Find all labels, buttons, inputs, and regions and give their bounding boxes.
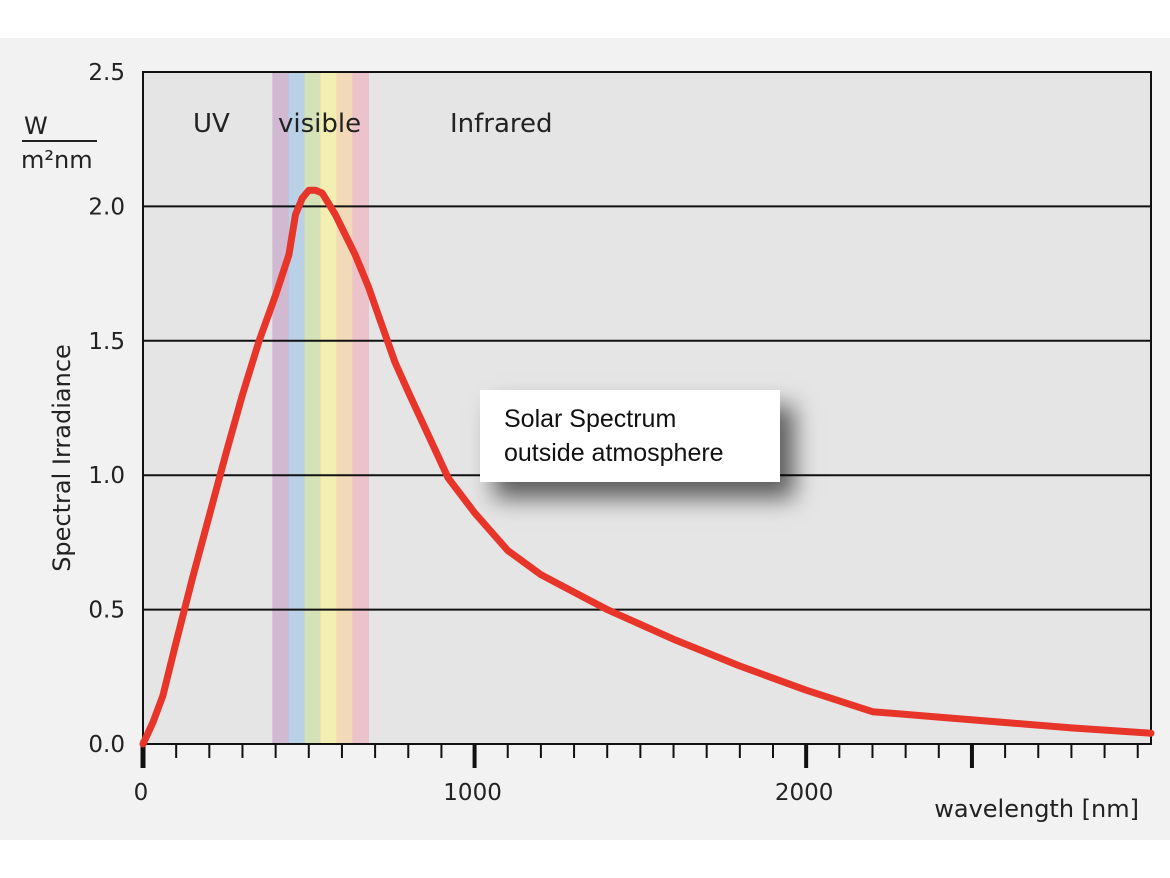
- region-label-uv: UV: [193, 109, 230, 139]
- series-line: [139, 186, 1155, 748]
- x-tick-labels: 0 1000 2000: [134, 780, 834, 806]
- visible-band-stripe: [272, 72, 289, 744]
- x-tick-label: 0: [134, 780, 149, 806]
- y-tick-label: 1.0: [88, 463, 125, 489]
- y-tick-labels: 0.0 0.5 1.0 1.5 2.0 2.5: [88, 60, 125, 758]
- y-unit-numerator: W: [24, 112, 48, 140]
- x-axis-ticks: [140, 740, 1139, 768]
- annotation-line-2: outside atmosphere: [504, 439, 724, 467]
- y-tick-label: 2.0: [88, 194, 125, 220]
- x-tick-label: 2000: [775, 780, 834, 806]
- annotation-line-1: Solar Spectrum: [504, 405, 677, 433]
- region-label-visible: visible: [278, 109, 361, 139]
- y-tick-label: 0.5: [88, 598, 125, 624]
- region-label-infrared: Infrared: [450, 109, 553, 139]
- chart-svg: 0.00.51.01.52.02.5 0 1000 2000 UV visible …: [21, 60, 1155, 823]
- plot-frame: [142, 71, 1152, 745]
- visible-spectrum-band: [272, 72, 369, 744]
- visible-band-stripe: [352, 72, 369, 744]
- y-tick-label: 0.0: [88, 732, 125, 758]
- x-tick-label: 1000: [443, 780, 502, 806]
- chart-figure: 0.0 0.5 1.0 1.5 2.0 2.5 0 1000 2000 UV visible …: [0, 38, 1170, 840]
- visible-band-stripe: [288, 72, 305, 744]
- visible-band-stripe: [336, 72, 353, 744]
- x-axis-label: wavelength [nm]: [934, 795, 1139, 823]
- y-axis-label: Spectral Irradiance: [48, 344, 76, 572]
- y-unit-denominator: m²nm: [21, 146, 93, 174]
- visible-band-stripe: [304, 72, 321, 744]
- y-tick-label: 1.5: [88, 329, 125, 355]
- visible-band-stripe: [320, 72, 337, 744]
- y-tick-label: 2.5: [88, 60, 125, 86]
- annotation-box: Solar Spectrum outside atmosphere: [480, 390, 780, 482]
